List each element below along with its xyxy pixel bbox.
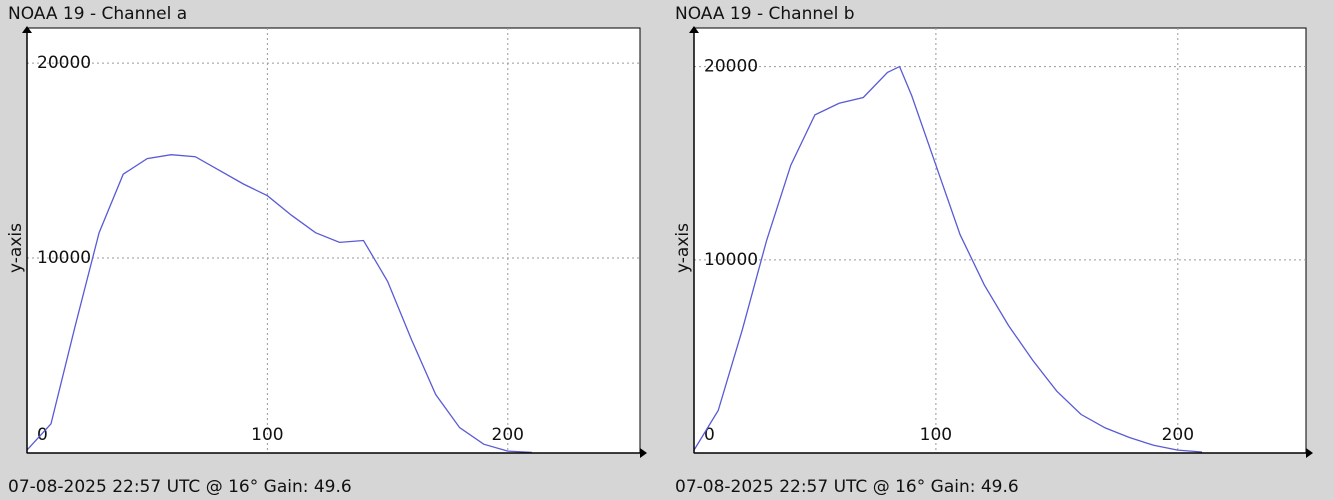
plot-area	[693, 27, 1307, 454]
chart-title: NOAA 19 - Channel a	[8, 4, 187, 24]
y-tick-label: 10000	[37, 248, 91, 268]
y-axis-arrow	[689, 26, 699, 33]
chart-panel: NOAA 19 - Channel b 07-08-2025 22:57 UTC …	[673, 4, 1313, 497]
status-footer: 07-08-2025 22:57 UTC @ 16° Gain: 49.6	[8, 477, 352, 497]
y-tick-label: 20000	[704, 57, 758, 77]
x-axis-arrow	[640, 448, 647, 458]
y-axis-label: y-axis	[6, 223, 26, 273]
y-tick-label: 10000	[704, 250, 758, 270]
data-line	[26, 154, 532, 454]
status-footer: 07-08-2025 22:57 UTC @ 16° Gain: 49.6	[675, 477, 1019, 497]
x-tick-label: 200	[492, 425, 524, 445]
x-tick-label: 100	[920, 425, 952, 445]
data-line	[693, 65, 1203, 453]
chart-panel: NOAA 19 - Channel a 07-08-2025 22:57 UTC …	[6, 4, 647, 497]
x-tick-label: 0	[37, 425, 48, 445]
x-axis-arrow	[1306, 448, 1313, 458]
x-tick-label: 100	[251, 425, 283, 445]
x-tick-label: 0	[704, 425, 715, 445]
y-axis-label: y-axis	[673, 223, 693, 273]
y-tick-label: 20000	[37, 53, 91, 73]
chart-title: NOAA 19 - Channel b	[675, 4, 855, 24]
x-tick-label: 200	[1162, 425, 1194, 445]
y-axis-arrow	[22, 26, 32, 33]
